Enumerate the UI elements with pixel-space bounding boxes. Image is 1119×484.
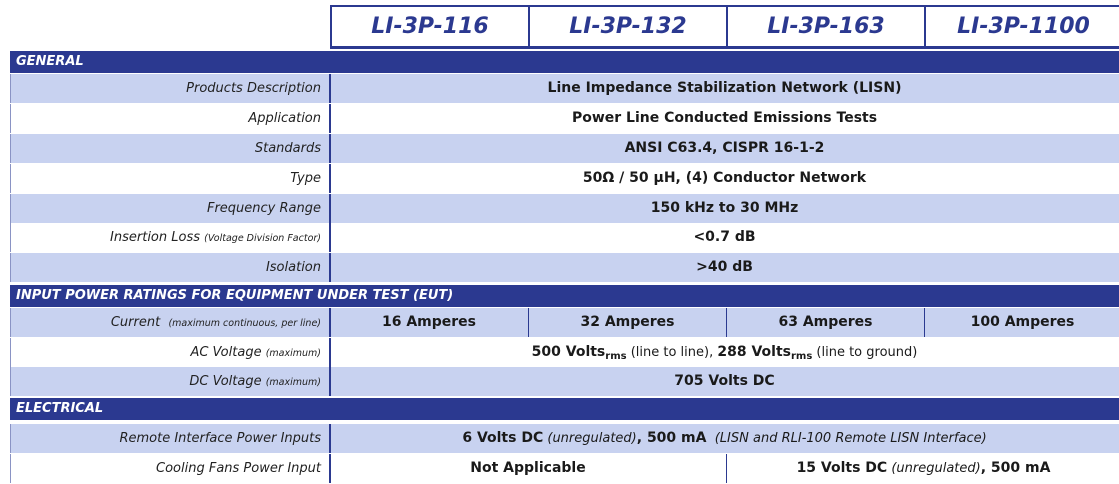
row-value: 500 Voltsrms (line to line), 288 Voltsrm… <box>330 338 1119 367</box>
value-part: (unregulated) <box>543 431 637 446</box>
section-title: ELECTRICAL <box>10 398 1119 420</box>
label-note: (maximum continuous, per line) <box>168 318 321 329</box>
row-value: 63 Amperes <box>726 308 924 337</box>
value-part: 6 Volts DC <box>462 430 544 446</box>
row-value: 15 Volts DC (unregulated), 500 mA <box>726 454 1119 483</box>
section-title: INPUT POWER RATINGS FOR EQUIPMENT UNDER … <box>10 285 1119 307</box>
label-text: Current <box>110 315 161 330</box>
row-value: 6 Volts DC (unregulated), 500 mA (LISN a… <box>330 424 1119 453</box>
value-part: , 500 mA <box>636 430 707 446</box>
row-label: Standards <box>10 134 331 163</box>
spec-row: Frequency Range 150 kHz to 30 MHz <box>10 194 1119 224</box>
label-text: DC Voltage <box>189 374 262 389</box>
spec-row: Isolation >40 dB <box>10 253 1119 283</box>
row-value: Power Line Conducted Emissions Tests <box>571 110 878 126</box>
row-label: Application <box>10 104 331 133</box>
spec-row: Insertion Loss (Voltage Division Factor)… <box>10 223 1119 253</box>
spec-row: AC Voltage (maximum) 500 Voltsrms (line … <box>10 338 1119 368</box>
value-part: (line to line), <box>626 345 718 360</box>
value-part: rms <box>605 351 627 362</box>
row-label: Type <box>10 164 331 193</box>
value-part: 500 Volts <box>531 344 606 360</box>
spec-row: Application Power Line Conducted Emission… <box>10 104 1119 134</box>
row-label: Current (maximum continuous, per line) <box>10 308 331 337</box>
row-label: Isolation <box>10 253 331 282</box>
row-label: Products Description <box>10 74 331 103</box>
label-note: (maximum) <box>265 348 321 359</box>
row-label: Remote Interface Power Inputs <box>10 424 331 453</box>
row-label: Frequency Range <box>10 194 331 223</box>
row-value: >40 dB <box>696 259 753 275</box>
label-text: AC Voltage <box>190 345 262 360</box>
row-label: DC Voltage (maximum) <box>10 367 331 396</box>
spec-row: Products Description Line Impedance Stabi… <box>10 74 1119 104</box>
label-note: (maximum) <box>265 377 321 388</box>
spec-row: Cooling Fans Power Input Not Applicable … <box>10 454 1119 484</box>
spec-row: Remote Interface Power Inputs 6 Volts DC… <box>10 424 1119 454</box>
value-part: (unregulated) <box>887 461 981 476</box>
row-label: Cooling Fans Power Input <box>10 454 331 483</box>
value-part: , 500 mA <box>980 460 1051 476</box>
row-value: 705 Volts DC <box>674 373 775 389</box>
model-header: LI-3P-132 <box>528 5 726 49</box>
row-value: Line Impedance Stabilization Network (LI… <box>547 80 902 96</box>
section-title: GENERAL <box>10 51 1119 73</box>
label-note: (Voltage Division Factor) <box>204 233 321 244</box>
row-label: AC Voltage (maximum) <box>10 338 331 367</box>
model-header: LI-3P-1100 <box>924 5 1119 49</box>
model-header: LI-3P-116 <box>330 5 528 49</box>
row-value: 100 Amperes <box>924 308 1119 337</box>
label-text: Insertion Loss <box>110 230 200 245</box>
spec-row: Current (maximum continuous, per line) 1… <box>10 308 1119 338</box>
model-header: LI-3P-163 <box>726 5 924 49</box>
row-value: 50Ω / 50 µH, (4) Conductor Network <box>582 170 867 186</box>
row-value: 32 Amperes <box>528 308 726 337</box>
value-part: (LISN and RLI-100 Remote LISN Interface) <box>706 431 987 446</box>
value-part: rms <box>790 351 813 362</box>
value-part: (line to ground) <box>812 345 918 360</box>
row-value: ANSI C63.4, CISPR 16-1-2 <box>624 140 825 156</box>
row-value: 150 kHz to 30 MHz <box>650 200 799 216</box>
value-part: 15 Volts DC <box>796 460 888 476</box>
row-value: Not Applicable <box>470 460 586 476</box>
value-part: 288 Volts <box>717 344 791 360</box>
row-label: Insertion Loss (Voltage Division Factor) <box>10 223 331 252</box>
spec-row: Standards ANSI C63.4, CISPR 16-1-2 <box>10 134 1119 164</box>
spec-row: Type 50Ω / 50 µH, (4) Conductor Network <box>10 164 1119 194</box>
spec-row: DC Voltage (maximum) 705 Volts DC <box>10 367 1119 397</box>
row-value: 16 Amperes <box>381 314 477 330</box>
row-value: <0.7 dB <box>693 229 756 245</box>
